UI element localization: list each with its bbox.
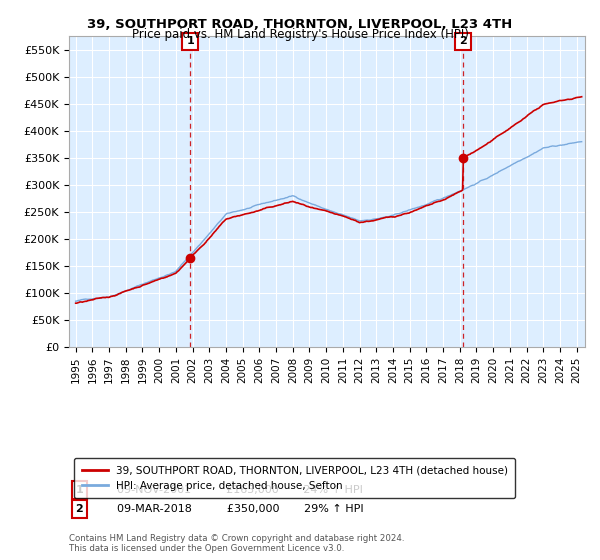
Text: 09-NOV-2001          £165,000       24% ↑ HPI: 09-NOV-2001 £165,000 24% ↑ HPI — [110, 485, 363, 495]
Text: 2: 2 — [459, 36, 467, 46]
Text: Price paid vs. HM Land Registry's House Price Index (HPI): Price paid vs. HM Land Registry's House … — [131, 28, 469, 41]
Legend: 39, SOUTHPORT ROAD, THORNTON, LIVERPOOL, L23 4TH (detached house), HPI: Average : 39, SOUTHPORT ROAD, THORNTON, LIVERPOOL,… — [74, 458, 515, 498]
Text: 2: 2 — [76, 504, 83, 514]
Text: 09-MAR-2018          £350,000       29% ↑ HPI: 09-MAR-2018 £350,000 29% ↑ HPI — [110, 504, 364, 514]
Text: 1: 1 — [76, 485, 83, 495]
Text: Contains HM Land Registry data © Crown copyright and database right 2024.
This d: Contains HM Land Registry data © Crown c… — [69, 534, 404, 553]
Text: 39, SOUTHPORT ROAD, THORNTON, LIVERPOOL, L23 4TH: 39, SOUTHPORT ROAD, THORNTON, LIVERPOOL,… — [88, 18, 512, 31]
Text: 1: 1 — [186, 36, 194, 46]
